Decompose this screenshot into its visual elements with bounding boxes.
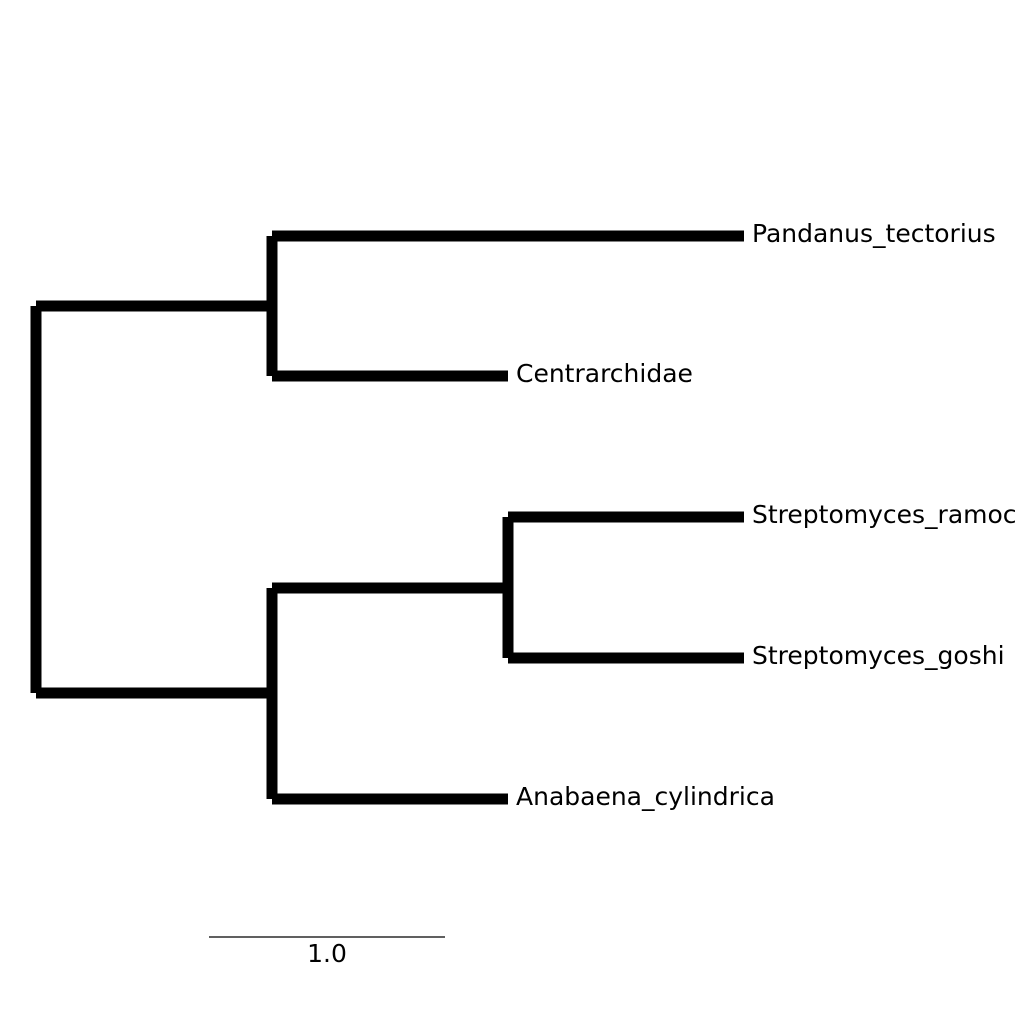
scale-bar-label: 1.0 — [307, 939, 347, 968]
leaf-label-pandanus: Pandanus_tectorius — [752, 219, 996, 248]
leaf-labels: Pandanus_tectorius Centrarchidae Strepto… — [516, 219, 1017, 811]
leaf-label-streptomyces-ramoc: Streptomyces_ramoc — [752, 500, 1017, 529]
leaf-label-anabaena: Anabaena_cylindrica — [516, 782, 775, 811]
scale-bar: 1.0 — [209, 936, 445, 968]
tree-branches — [30, 230, 744, 805]
leaf-label-centrarchidae: Centrarchidae — [516, 359, 693, 388]
leaf-label-streptomyces-goshi: Streptomyces_goshi — [752, 641, 1005, 670]
